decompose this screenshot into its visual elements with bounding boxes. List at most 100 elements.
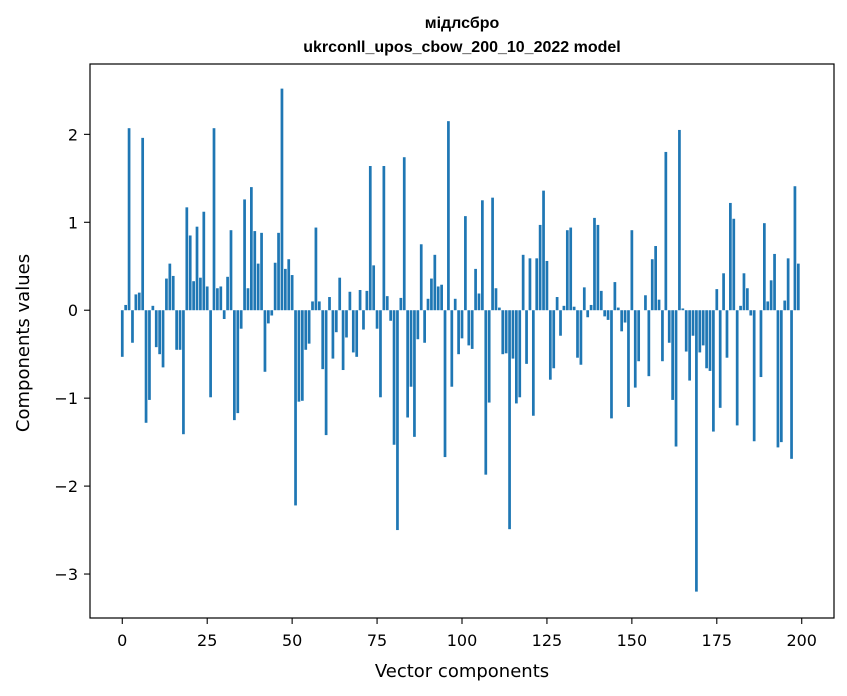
bar [239, 310, 243, 329]
bar [433, 254, 437, 311]
bar [399, 297, 403, 311]
bar [267, 310, 270, 324]
bar [120, 310, 124, 357]
bar [491, 197, 494, 311]
bar-series [120, 88, 800, 592]
bar [572, 306, 576, 311]
bar [348, 291, 352, 311]
bar [579, 310, 583, 365]
bar [725, 310, 729, 358]
bar [773, 253, 776, 311]
bar [358, 290, 362, 311]
bar [368, 166, 372, 311]
bar [596, 224, 600, 311]
bar [124, 304, 128, 311]
bar [487, 310, 491, 403]
bar [763, 223, 766, 311]
bar [664, 151, 668, 311]
bar [148, 310, 151, 400]
bar [263, 310, 267, 372]
bar [766, 301, 770, 311]
bar [334, 310, 338, 333]
bar [715, 289, 719, 311]
bar [650, 259, 654, 311]
bar [389, 310, 393, 321]
bar [280, 88, 284, 311]
bar [440, 284, 443, 311]
x-axis-ticks: 0 25 50 75 100 125 150 175 200 [117, 618, 817, 650]
bar [250, 187, 253, 311]
bar [270, 310, 274, 316]
bar [552, 310, 556, 369]
bar [188, 235, 192, 311]
bar [283, 268, 287, 311]
x-tick-label: 25 [197, 631, 217, 650]
bar [515, 310, 518, 404]
bar [691, 310, 695, 336]
x-tick-label: 125 [532, 631, 563, 650]
bar [776, 310, 780, 448]
bar [178, 310, 182, 350]
bar [222, 310, 226, 320]
bar [294, 310, 297, 506]
bar [182, 310, 185, 435]
bar [661, 310, 664, 362]
bar [623, 310, 627, 323]
bar [504, 310, 508, 354]
bar [423, 310, 426, 343]
bar [134, 294, 138, 311]
bar [705, 310, 708, 369]
bar [735, 310, 739, 426]
bar [202, 211, 206, 311]
bar [511, 310, 515, 359]
bar [236, 310, 240, 414]
bar [453, 298, 457, 311]
bar [498, 307, 501, 311]
bar [759, 310, 763, 378]
bar [161, 310, 165, 368]
bar [450, 310, 454, 387]
bar [637, 310, 641, 362]
bar [678, 129, 681, 311]
bar [375, 310, 379, 329]
bar [144, 310, 148, 423]
x-tick-label: 75 [367, 631, 387, 650]
bar [620, 310, 624, 332]
bar [538, 224, 542, 311]
bar [732, 218, 736, 311]
y-tick-label: −3 [54, 565, 78, 584]
bar [779, 310, 783, 443]
bar [613, 282, 617, 311]
bar [345, 310, 348, 338]
bar [314, 227, 318, 311]
bar [365, 290, 369, 311]
bar [307, 310, 311, 344]
bar [324, 310, 328, 436]
bar [603, 310, 607, 317]
bar [392, 310, 396, 445]
bar [277, 232, 280, 311]
bar [718, 310, 722, 408]
bar [793, 186, 797, 311]
bar [246, 288, 250, 311]
bar [436, 286, 440, 311]
x-tick-label: 0 [117, 631, 127, 650]
bar [684, 310, 688, 352]
y-tick-label: 0 [68, 301, 78, 320]
bar [630, 230, 634, 311]
bar [589, 304, 593, 311]
bar [447, 121, 450, 311]
x-tick-label: 100 [447, 631, 478, 650]
bar [739, 305, 742, 311]
bar [154, 310, 158, 348]
bar [749, 310, 753, 316]
y-tick-label: 2 [68, 125, 78, 144]
bar [467, 310, 471, 346]
bar [586, 310, 590, 318]
bar [331, 310, 335, 359]
bar [260, 232, 263, 311]
bar [219, 286, 223, 311]
bar [460, 310, 464, 339]
bar [158, 310, 161, 355]
